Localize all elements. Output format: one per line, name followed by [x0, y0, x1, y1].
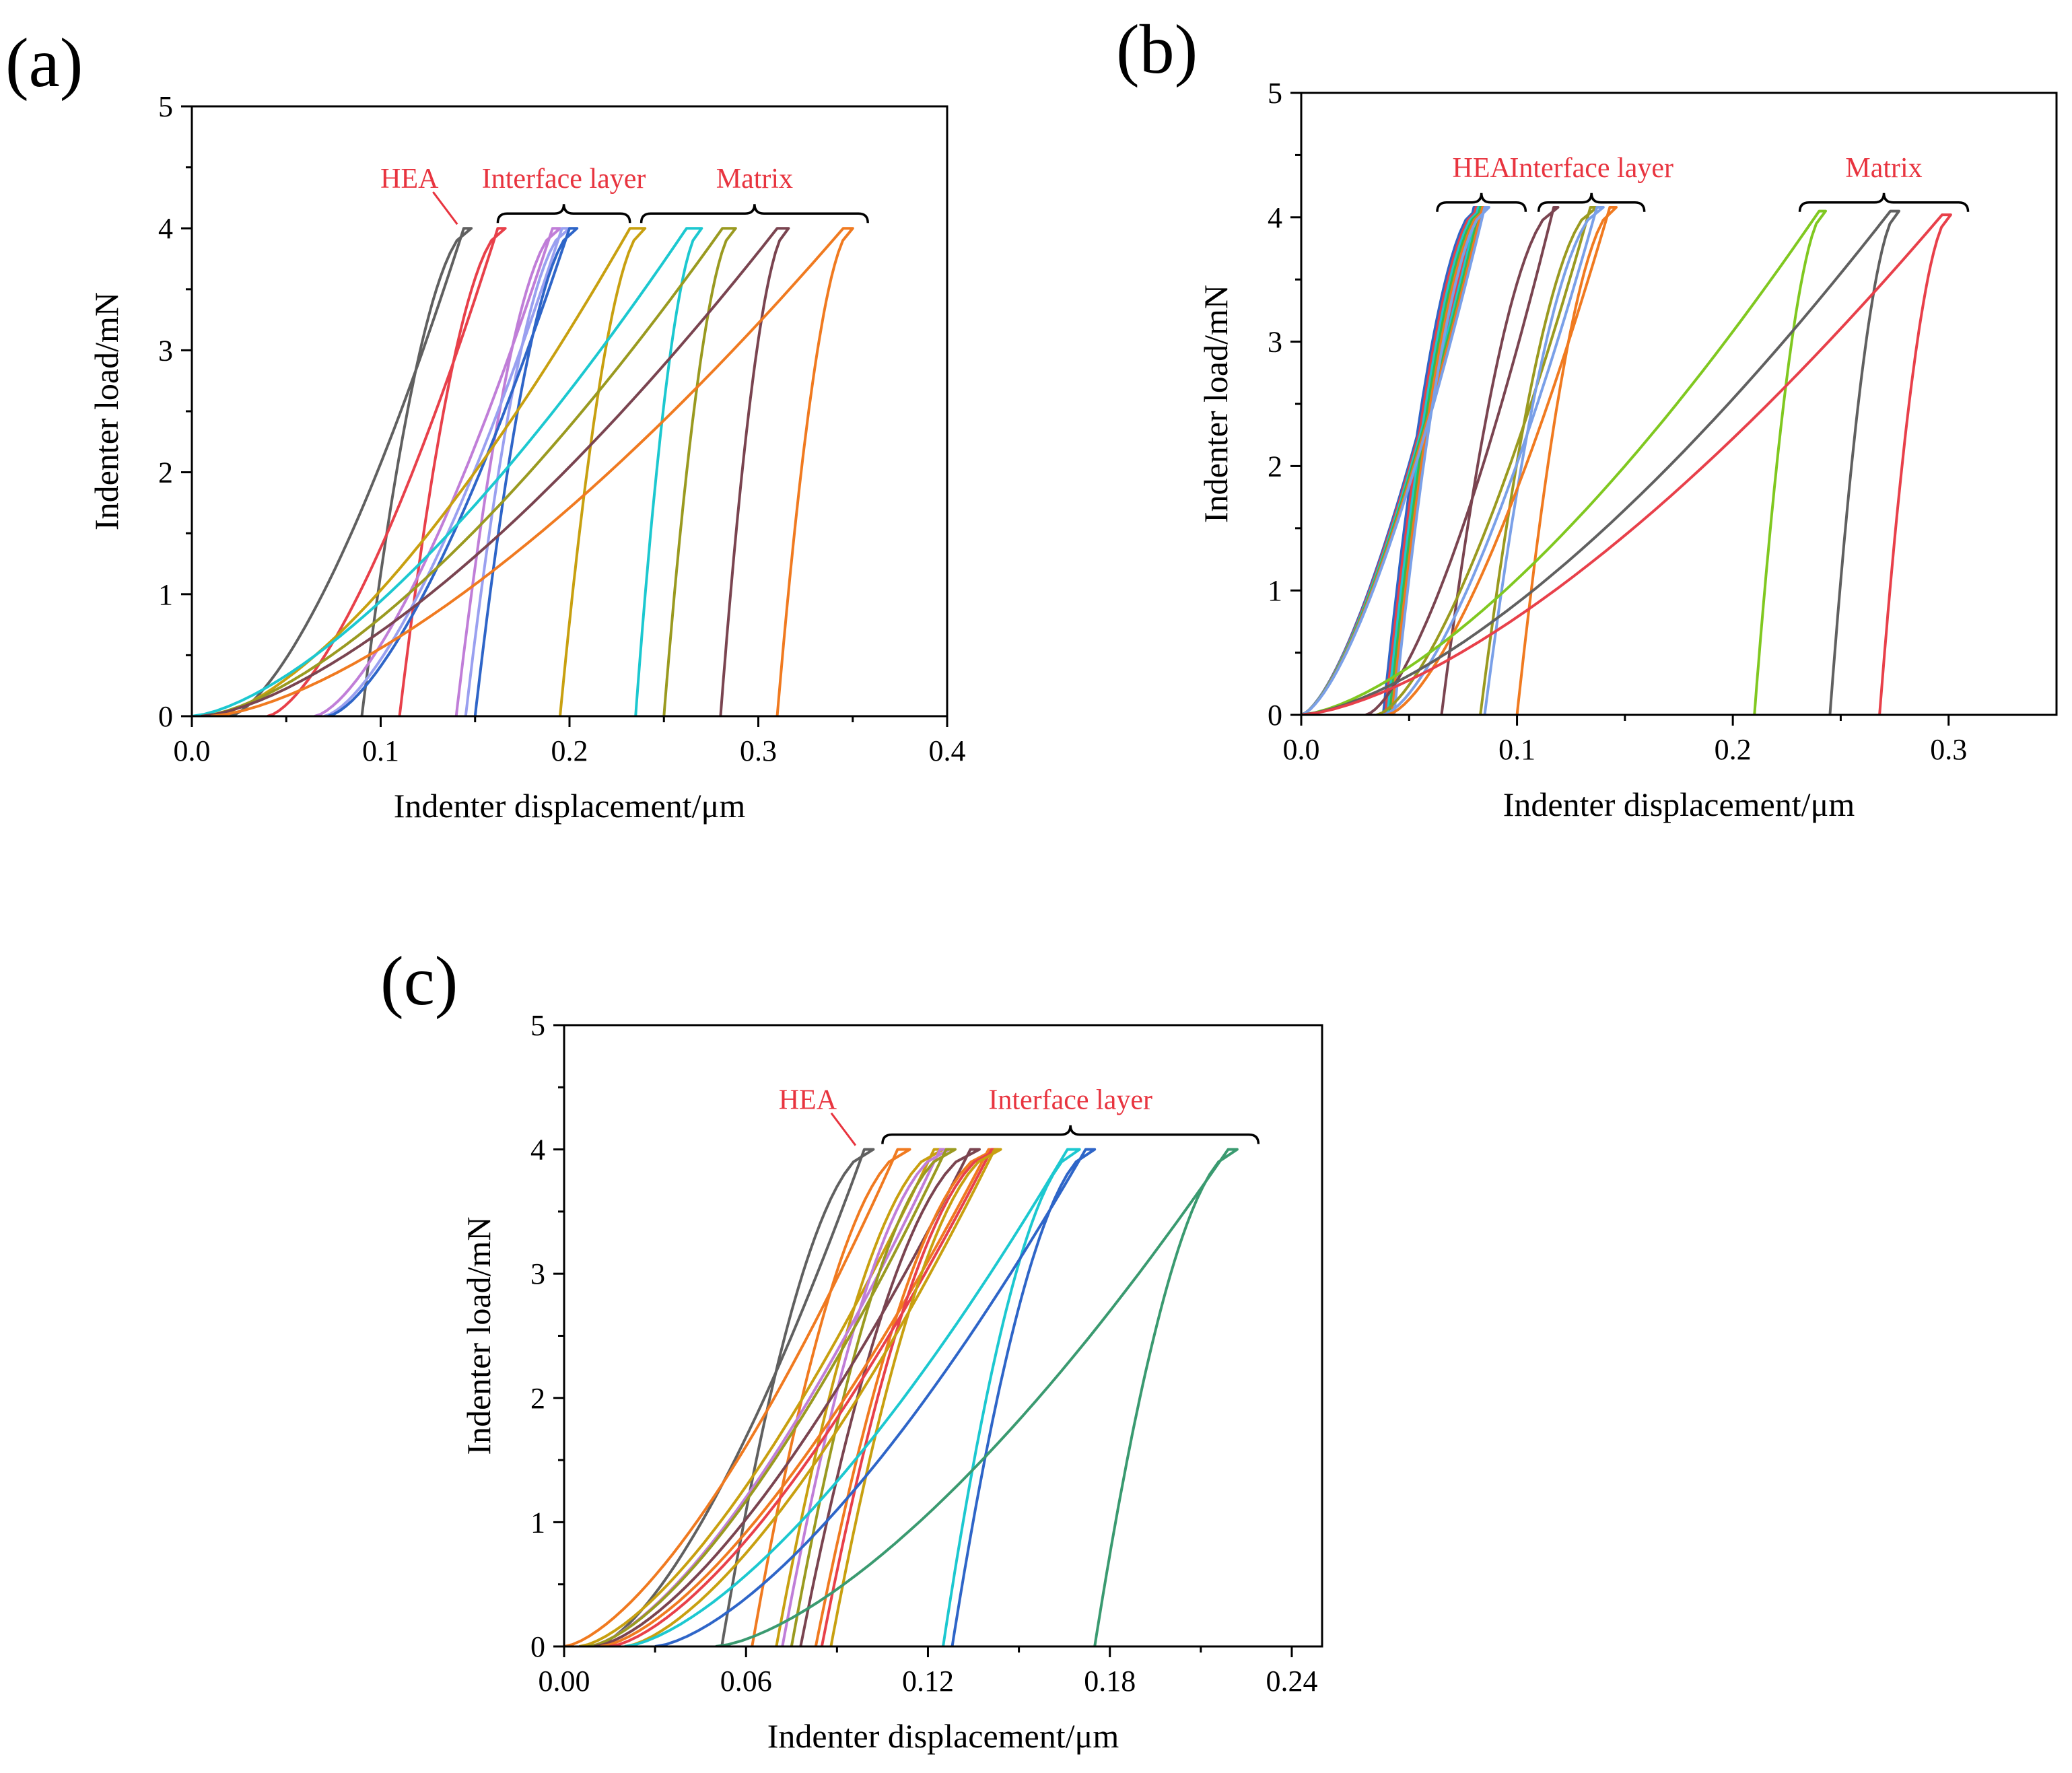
series-group	[192, 227, 854, 716]
load-displacement-curve-6	[594, 1148, 981, 1646]
panel-label: (c)	[380, 942, 458, 1020]
group-brace	[1537, 193, 1646, 212]
y-tick-label: 3	[158, 334, 173, 367]
group-brace	[640, 204, 869, 223]
y-tick-label: 0	[530, 1630, 545, 1663]
x-tick-label: 0.3	[1930, 733, 1967, 766]
load-displacement-curve-7	[192, 227, 703, 716]
load-displacement-curve-2	[564, 1148, 911, 1646]
y-tick-label: 2	[530, 1382, 545, 1415]
load-displacement-curve-3	[579, 1148, 944, 1646]
load-displacement-curve-12	[715, 1148, 1239, 1646]
panel-b: (b) 0.0 0.1 0.2 0.3 0 1 2 3 4 5 Indenter displaceme…	[1116, 11, 2058, 823]
x-tick-label: 0.12	[902, 1665, 954, 1698]
y-tick-label: 3	[1268, 326, 1282, 359]
load-displacement-curve-9	[1383, 206, 1605, 715]
group-label: HEA	[779, 1085, 837, 1116]
load-displacement-curve-2	[267, 227, 507, 716]
load-displacement-curve-4	[588, 1148, 951, 1646]
y-axis-title: Indenter load/mN	[88, 292, 125, 530]
load-displacement-curve-13	[1301, 213, 1952, 715]
series-group	[1301, 206, 1952, 715]
group-brace	[1798, 193, 1970, 212]
y-tick-label: 3	[530, 1257, 545, 1290]
group-brace	[496, 204, 631, 223]
y-tick-label: 1	[1268, 574, 1282, 607]
load-displacement-curve-8	[201, 227, 737, 716]
y-tick-label: 5	[1268, 77, 1282, 110]
x-axis-title: Indenter displacement/μm	[394, 787, 746, 825]
panel-a: (a) 0.0 0.1 0.2 0.3 0.4 0 1 2 3 4 5 Indenter displac…	[5, 24, 966, 825]
group-brace	[1436, 193, 1527, 212]
load-displacement-curve-11	[1301, 209, 1827, 715]
series-group	[564, 1148, 1239, 1646]
y-axis-title: Indenter load/mN	[1197, 285, 1235, 523]
group-label: Matrix	[1845, 153, 1922, 184]
y-tick-label: 5	[530, 1009, 545, 1042]
x-tick-label: 0.2	[1715, 733, 1752, 766]
panel-c: (c) 0.00 0.06 0.12 0.18 0.24 0 1 2 3 4 5 Indenter di…	[380, 942, 1323, 1755]
group-label: Interface layer	[988, 1085, 1152, 1116]
load-displacement-curve-5	[327, 227, 579, 716]
group-label: Interface layer	[482, 164, 646, 195]
load-displacement-curve-7	[1365, 206, 1560, 715]
x-tick-label: 0.0	[174, 734, 211, 767]
load-displacement-curve-10	[210, 227, 854, 716]
y-tick-label: 2	[1268, 450, 1282, 483]
plot-frame	[563, 1024, 1323, 1648]
x-tick-label: 0.1	[1498, 733, 1535, 766]
x-tick-label: 0.00	[539, 1665, 590, 1698]
y-tick-label: 4	[158, 212, 173, 245]
x-tick-label: 0.18	[1084, 1665, 1136, 1698]
x-tick-label: 0.06	[720, 1665, 772, 1698]
x-tick-label: 0.3	[740, 734, 777, 767]
y-tick-label: 1	[530, 1506, 545, 1539]
load-displacement-curve-9	[201, 227, 790, 716]
load-displacement-curve-10	[1387, 206, 1618, 715]
x-tick-label: 0.0	[1283, 733, 1320, 766]
load-displacement-curve-10	[624, 1148, 1081, 1646]
load-displacement-curve-11	[654, 1148, 1097, 1646]
x-tick-label: 0.4	[929, 734, 966, 767]
load-displacement-curve-3	[314, 227, 561, 716]
group-pointer	[432, 191, 458, 225]
plot-frame	[1300, 92, 2058, 716]
load-displacement-curve-5	[588, 1148, 957, 1646]
group-brace	[881, 1125, 1260, 1144]
group-pointer	[830, 1112, 857, 1146]
x-axis-title: Indenter displacement/μm	[1503, 786, 1855, 823]
group-label: HEA	[380, 164, 439, 195]
load-displacement-curve-1	[229, 227, 473, 716]
y-tick-label: 4	[530, 1134, 545, 1167]
group-label: Interface layer	[1509, 153, 1673, 184]
y-tick-label: 0	[1268, 699, 1282, 732]
y-tick-label: 2	[158, 456, 173, 489]
y-tick-label: 4	[1268, 201, 1282, 234]
load-displacement-curve-6	[1301, 206, 1490, 715]
x-tick-label: 0.24	[1266, 1665, 1317, 1698]
load-displacement-curve-8	[1376, 206, 1599, 715]
load-displacement-curve-6	[210, 227, 647, 716]
y-tick-label: 0	[158, 700, 173, 733]
load-displacement-curve-12	[1301, 209, 1900, 715]
group-label: HEA	[1453, 153, 1511, 184]
panel-label: (b)	[1116, 11, 1198, 88]
panel-label: (a)	[5, 24, 83, 102]
load-displacement-curve-4	[323, 227, 571, 716]
y-tick-label: 1	[158, 578, 173, 611]
x-axis-title: Indenter displacement/μm	[767, 1717, 1119, 1755]
y-tick-label: 5	[158, 90, 173, 123]
y-axis-title: Indenter load/mN	[460, 1216, 497, 1455]
x-tick-label: 0.2	[551, 734, 588, 767]
group-label: Matrix	[716, 164, 793, 195]
x-tick-label: 0.1	[362, 734, 399, 767]
